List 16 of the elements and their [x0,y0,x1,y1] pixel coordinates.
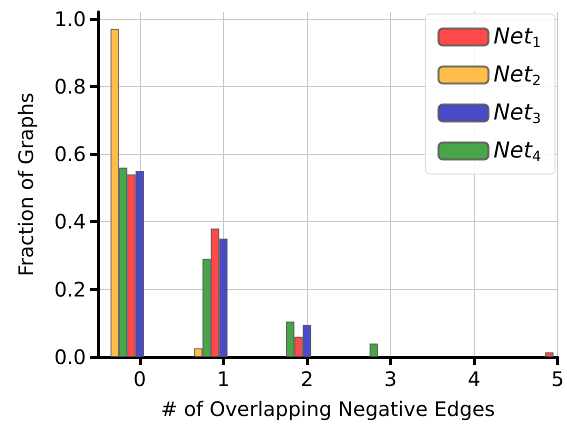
y-tick-label: 0.6 [54,142,86,166]
x-axis-title: # of Overlapping Negative Edges [160,397,495,421]
y-tick-label: 1.0 [54,6,86,31]
x-tick-label: 3 [384,367,397,391]
y-axis-title: Fraction of Graphs [14,92,38,276]
x-tick-label: 2 [300,367,314,391]
x-tick-label: 5 [551,367,564,391]
bar [370,343,378,357]
x-tick-label: 1 [216,367,230,391]
y-tick-label: 0.0 [54,345,86,369]
y-tick-label: 0.2 [54,277,86,302]
x-tick-label: 4 [468,367,480,391]
y-tick-label: 0.8 [54,74,86,98]
x-tick-label: 0 [133,367,146,391]
y-tick-label: 0.4 [54,210,86,234]
bar [545,352,554,357]
